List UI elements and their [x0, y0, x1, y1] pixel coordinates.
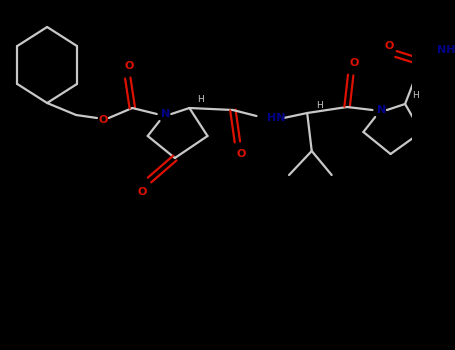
Text: O: O [236, 149, 246, 159]
Text: O: O [384, 41, 394, 51]
Text: N: N [377, 105, 386, 115]
Text: O: O [99, 115, 108, 125]
Text: H: H [197, 96, 204, 105]
Text: H: H [413, 91, 420, 100]
Text: NH₂: NH₂ [437, 45, 455, 55]
Text: N: N [161, 109, 171, 119]
Text: O: O [349, 58, 359, 68]
Text: HN: HN [268, 113, 286, 123]
Text: O: O [137, 187, 147, 197]
Text: H: H [317, 100, 323, 110]
Text: O: O [125, 61, 134, 71]
